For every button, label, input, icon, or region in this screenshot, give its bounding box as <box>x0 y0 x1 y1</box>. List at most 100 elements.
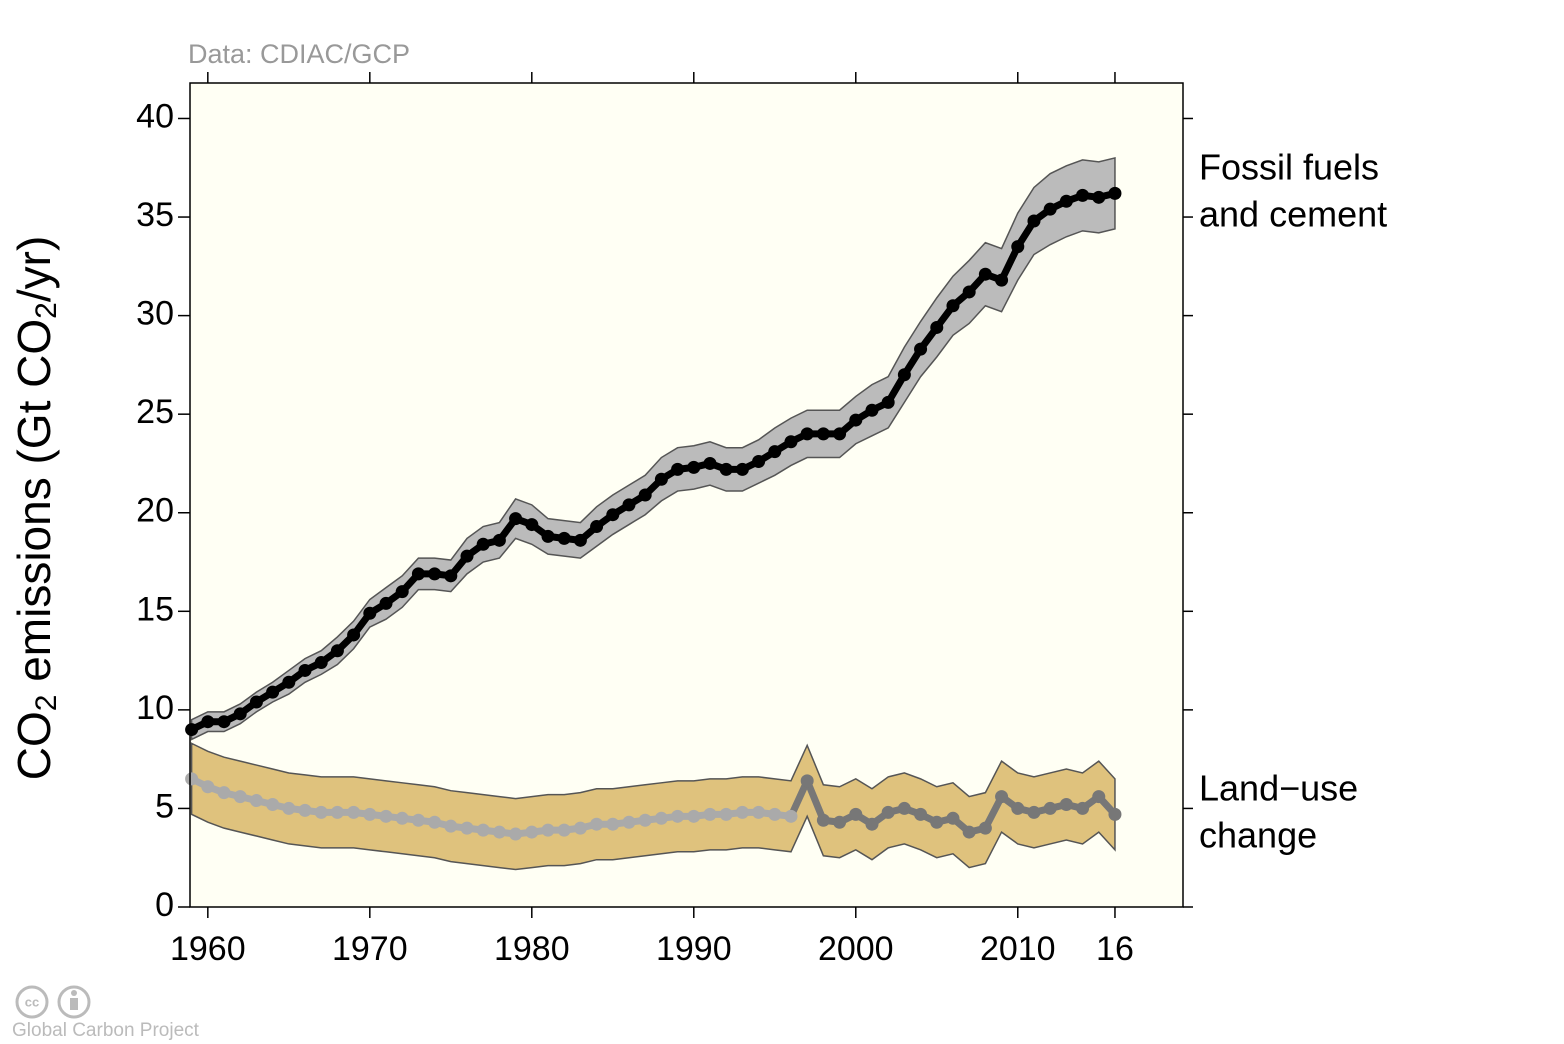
point <box>282 801 296 815</box>
point <box>428 815 442 829</box>
series-label: Fossil fuels <box>1199 146 1379 187</box>
point <box>622 498 636 512</box>
point <box>217 715 231 729</box>
point <box>995 273 1009 287</box>
point <box>978 267 992 281</box>
point <box>1011 801 1025 815</box>
source: Data: CDIAC/GCP <box>188 39 410 69</box>
point <box>946 299 960 313</box>
point <box>541 823 555 837</box>
point <box>768 445 782 459</box>
point <box>590 817 604 831</box>
point <box>379 809 393 823</box>
point <box>897 801 911 815</box>
point <box>671 809 685 823</box>
point <box>217 786 231 800</box>
point <box>654 811 668 825</box>
point <box>233 790 247 804</box>
y-tick-label: 40 <box>136 97 174 135</box>
x-tick-label: 2010 <box>980 930 1056 968</box>
point <box>881 395 895 409</box>
point <box>541 529 555 543</box>
point <box>1027 805 1041 819</box>
x-tick-label: 16 <box>1096 930 1134 968</box>
point <box>849 413 863 427</box>
point <box>1076 801 1090 815</box>
series-label: change <box>1199 814 1317 855</box>
point <box>703 807 717 821</box>
point <box>444 569 458 583</box>
x-tick-label: 1980 <box>494 930 570 968</box>
point <box>509 827 523 841</box>
point <box>428 567 442 581</box>
y-tick-label: 20 <box>136 492 174 530</box>
point <box>573 821 587 835</box>
point <box>363 606 377 620</box>
point <box>1059 797 1073 811</box>
svg-text:cc: cc <box>25 994 39 1009</box>
point <box>411 567 425 581</box>
x-tick-label: 1990 <box>656 930 732 968</box>
point <box>865 403 879 417</box>
point <box>606 508 620 522</box>
point <box>314 805 328 819</box>
point <box>1027 214 1041 228</box>
footer: Global Carbon Project <box>12 1020 200 1041</box>
point <box>460 549 474 563</box>
point <box>314 656 328 670</box>
point <box>687 809 701 823</box>
point <box>752 454 766 468</box>
point <box>995 790 1009 804</box>
point <box>897 368 911 382</box>
point <box>914 807 928 821</box>
point <box>557 531 571 545</box>
point <box>509 512 523 526</box>
point <box>201 780 215 794</box>
point <box>492 533 506 547</box>
point <box>476 823 490 837</box>
point <box>638 488 652 502</box>
subscript: 2 <box>30 302 63 319</box>
point <box>962 825 976 839</box>
point <box>330 644 344 658</box>
point <box>671 462 685 476</box>
y-tick-label: 35 <box>136 196 174 234</box>
point <box>784 809 798 823</box>
point <box>557 823 571 837</box>
point <box>1092 790 1106 804</box>
point <box>816 427 830 441</box>
point <box>816 813 830 827</box>
point <box>930 320 944 334</box>
point <box>849 807 863 821</box>
point <box>1092 190 1106 204</box>
point <box>784 435 798 449</box>
point <box>881 805 895 819</box>
point <box>1043 202 1057 216</box>
point <box>800 774 814 788</box>
point <box>914 342 928 356</box>
label-part: CO <box>8 711 60 780</box>
series-line <box>190 189 1116 733</box>
point <box>476 537 490 551</box>
point <box>606 817 620 831</box>
plot-frame <box>189 82 1184 908</box>
point <box>930 815 944 829</box>
point <box>590 520 604 534</box>
point <box>525 518 539 532</box>
x-tick-label: 2000 <box>818 930 894 968</box>
point <box>266 685 280 699</box>
point <box>298 663 312 677</box>
point <box>735 805 749 819</box>
point <box>249 695 263 709</box>
point <box>282 675 296 689</box>
y-tick-label: 25 <box>136 393 174 431</box>
y-tick-label: 30 <box>136 295 174 333</box>
point <box>622 815 636 829</box>
point <box>525 825 539 839</box>
point <box>249 794 263 808</box>
point <box>185 723 199 737</box>
point <box>573 533 587 547</box>
point <box>395 811 409 825</box>
